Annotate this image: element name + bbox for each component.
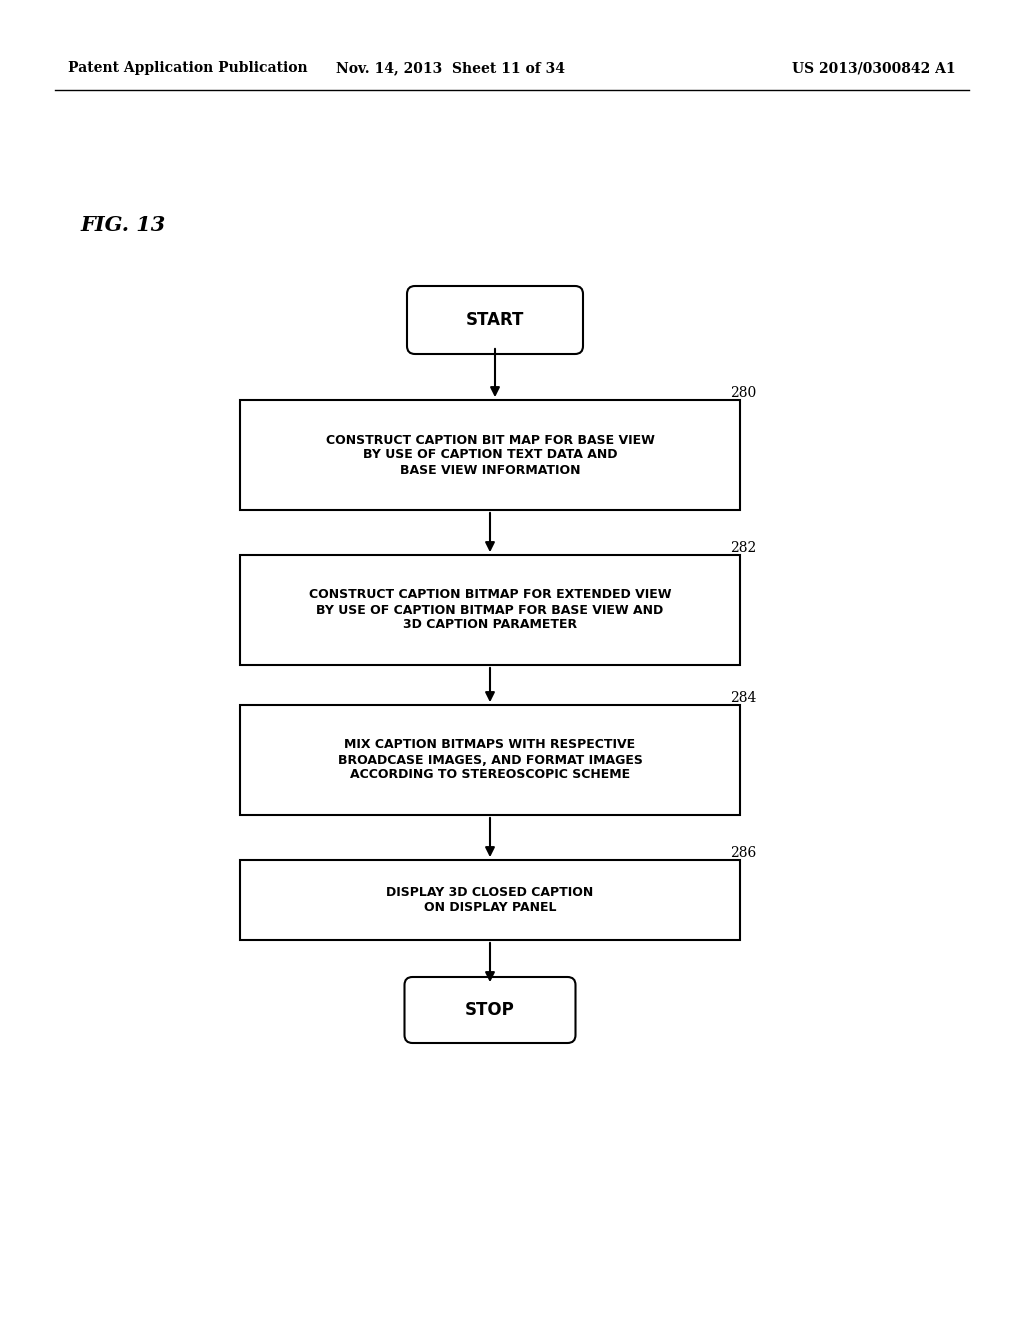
Text: Nov. 14, 2013  Sheet 11 of 34: Nov. 14, 2013 Sheet 11 of 34 xyxy=(336,61,565,75)
FancyBboxPatch shape xyxy=(404,977,575,1043)
Bar xyxy=(240,400,740,510)
Bar xyxy=(240,861,740,940)
Text: 284: 284 xyxy=(730,690,757,705)
FancyBboxPatch shape xyxy=(407,286,583,354)
Bar xyxy=(240,554,740,665)
Text: Patent Application Publication: Patent Application Publication xyxy=(68,61,307,75)
Text: 280: 280 xyxy=(730,385,757,400)
Text: STOP: STOP xyxy=(465,1001,515,1019)
Text: 282: 282 xyxy=(730,541,757,554)
Bar xyxy=(240,705,740,814)
Text: DISPLAY 3D CLOSED CAPTION
ON DISPLAY PANEL: DISPLAY 3D CLOSED CAPTION ON DISPLAY PAN… xyxy=(386,886,594,913)
Text: 286: 286 xyxy=(730,846,757,861)
Text: US 2013/0300842 A1: US 2013/0300842 A1 xyxy=(793,61,956,75)
Text: CONSTRUCT CAPTION BITMAP FOR EXTENDED VIEW
BY USE OF CAPTION BITMAP FOR BASE VIE: CONSTRUCT CAPTION BITMAP FOR EXTENDED VI… xyxy=(309,589,672,631)
Text: CONSTRUCT CAPTION BIT MAP FOR BASE VIEW
BY USE OF CAPTION TEXT DATA AND
BASE VIE: CONSTRUCT CAPTION BIT MAP FOR BASE VIEW … xyxy=(326,433,654,477)
Text: FIG. 13: FIG. 13 xyxy=(80,215,165,235)
Text: START: START xyxy=(466,312,524,329)
Text: MIX CAPTION BITMAPS WITH RESPECTIVE
BROADCASE IMAGES, AND FORMAT IMAGES
ACCORDIN: MIX CAPTION BITMAPS WITH RESPECTIVE BROA… xyxy=(338,738,642,781)
